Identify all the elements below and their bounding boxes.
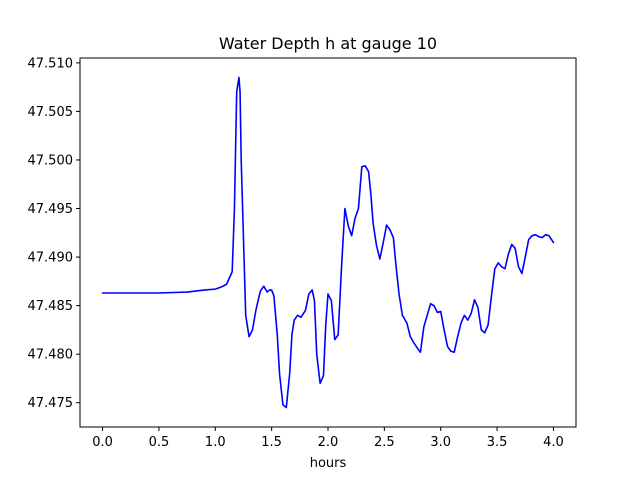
series-line-0 [101,76,555,409]
plot-background [80,58,576,427]
x-tick-label: 0.5 [149,435,170,450]
x-tick-label: 4.0 [543,435,564,450]
y-tick-label: 47.510 [28,56,74,71]
x-tick-label: 3.0 [430,435,451,450]
y-tick-label: 47.485 [28,299,74,314]
x-axis: 0.0 0.5 1.0 1.5 2.0 2.5 3.0 3.5 4.0 [92,427,564,450]
x-tick-label: 1.5 [261,435,282,450]
x-tick-label: 2.5 [374,435,395,450]
y-tick-label: 47.495 [28,202,74,217]
y-axis: 47.475 47.480 47.485 47.490 47.495 47.500 47.5… [28,56,80,411]
chart-title: Water Depth h at gauge 10 [219,34,437,53]
y-tick-label: 47.505 [28,105,74,120]
y-tick-label: 47.490 [28,251,74,266]
y-tick-label: 47.500 [28,153,74,168]
y-tick-label: 47.480 [28,348,74,363]
x-tick-label: 1.0 [205,435,226,450]
y-tick-label: 47.475 [28,396,74,411]
x-tick-label: 2.0 [318,435,339,450]
x-tick-label: 3.5 [487,435,508,450]
x-axis-label: hours [310,456,347,471]
x-tick-label: 0.0 [92,435,113,450]
